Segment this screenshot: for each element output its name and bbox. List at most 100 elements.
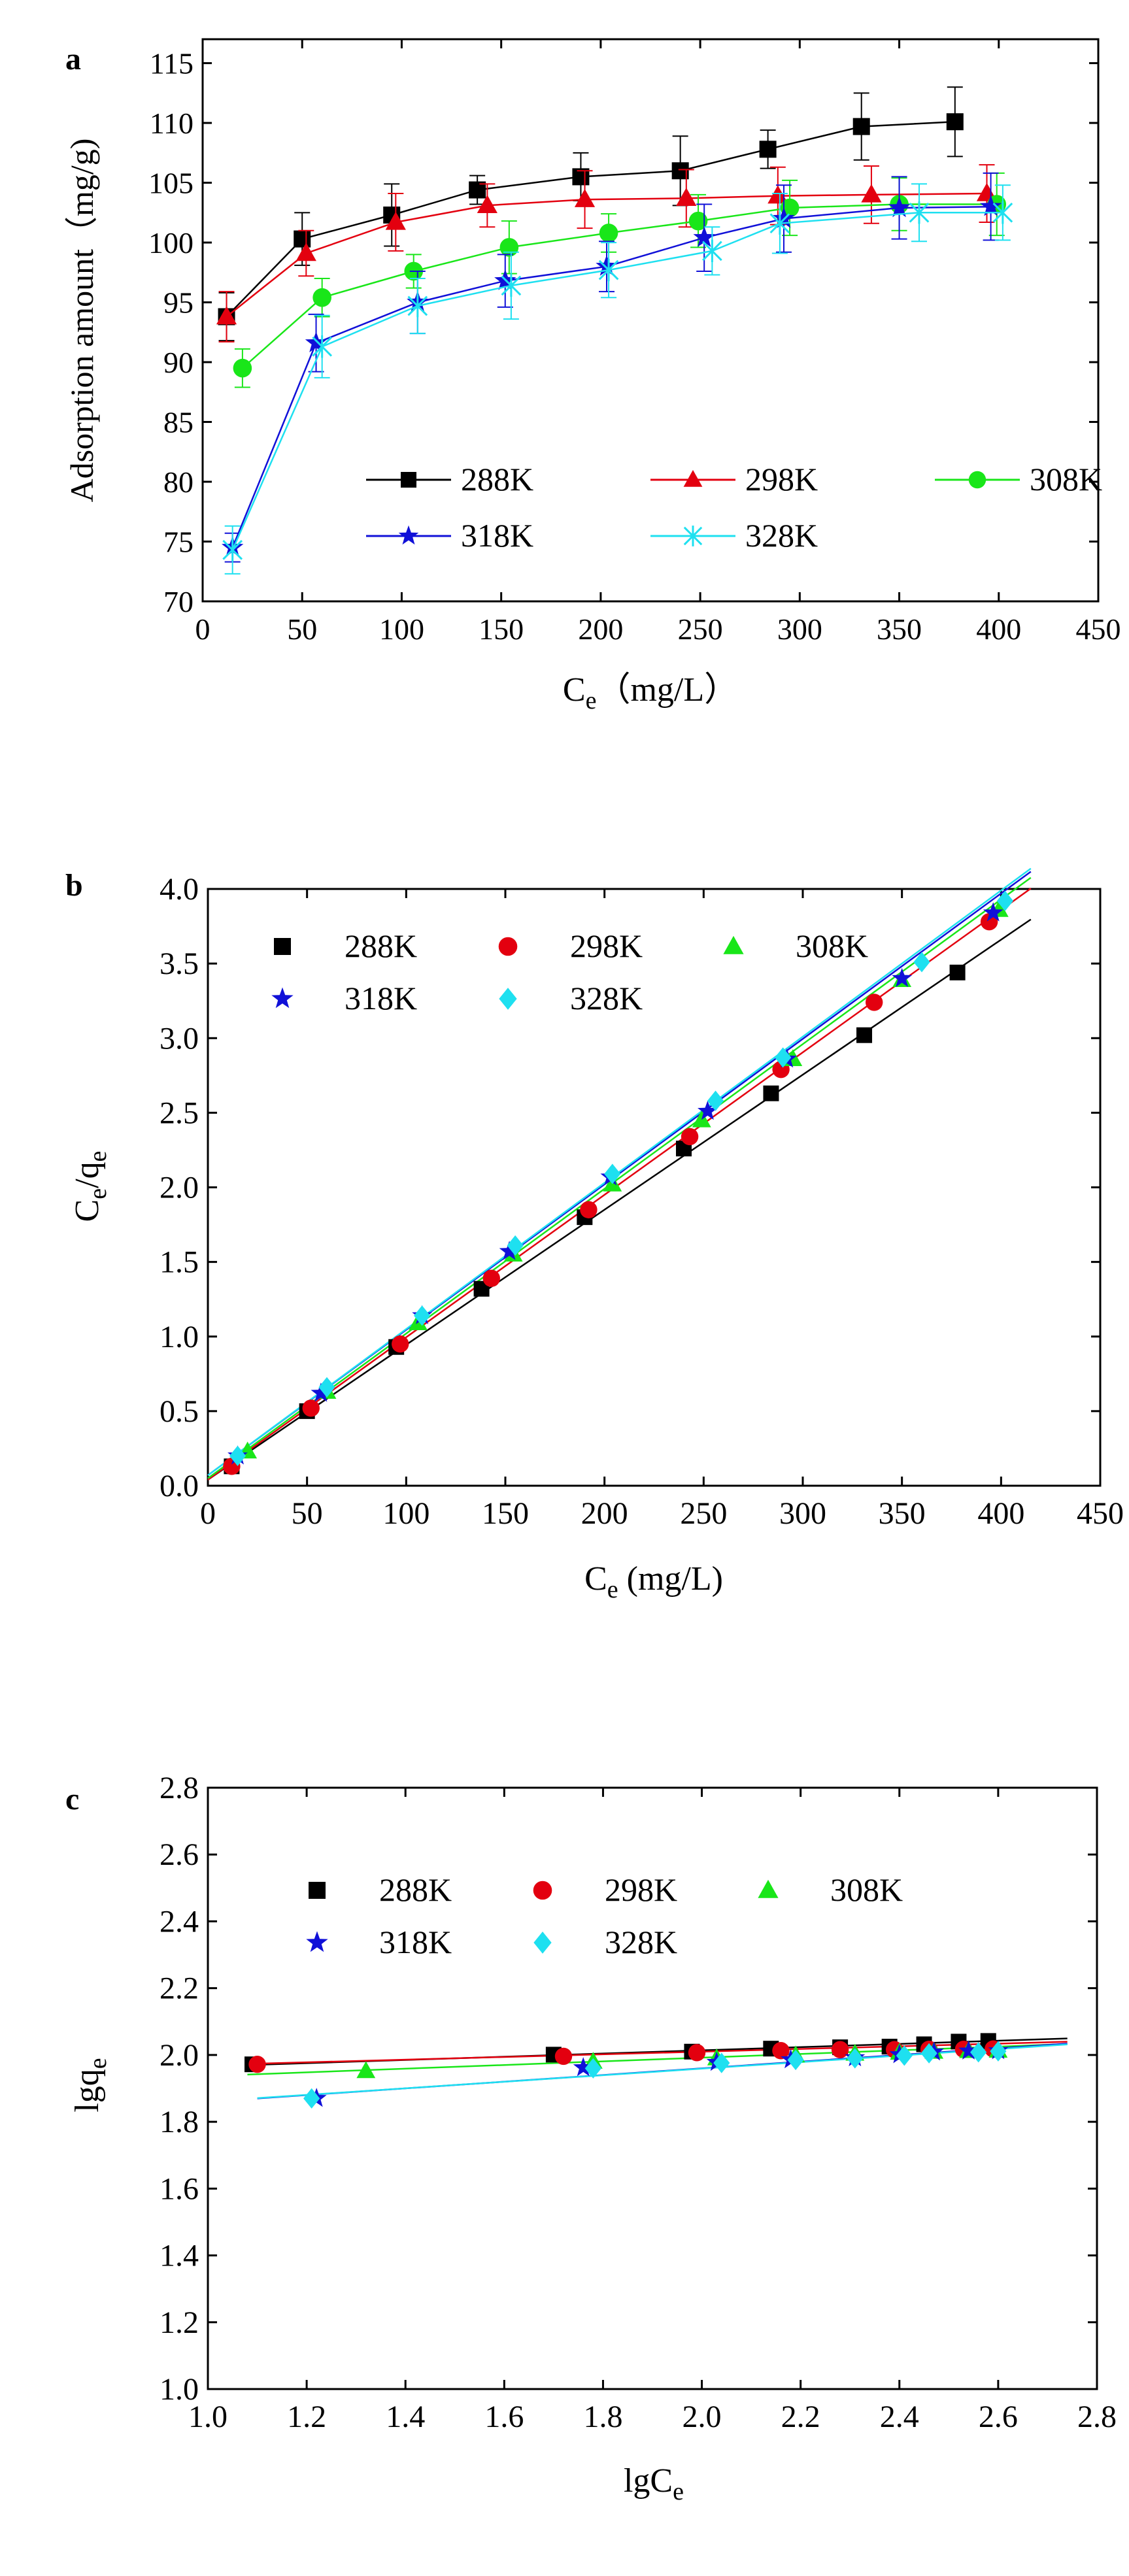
panel-b-xlabel: Ce (mg/L) bbox=[584, 1560, 723, 1603]
panel-c-ytick-label: 2.6 bbox=[160, 1837, 199, 1872]
panel-a-ytick-label: 70 bbox=[163, 585, 194, 618]
panel-a-ytick-label: 85 bbox=[163, 406, 194, 439]
panel-b-xtick-label: 150 bbox=[482, 1496, 529, 1531]
panel-a-xlabel-main: C bbox=[563, 671, 586, 709]
panel-a-ticks: 0 50 100 150 200 250 300 350 400 450 70 75 80 85 90 95 1… bbox=[148, 39, 1121, 646]
panel-c-plot-frame bbox=[207, 1786, 1098, 2390]
panel-a-point bbox=[773, 207, 795, 228]
panel-b-ytick-label: 2.5 bbox=[160, 1096, 199, 1130]
panel-b-xtick-label: 350 bbox=[879, 1496, 926, 1531]
panel-b-xtick-label: 100 bbox=[382, 1496, 430, 1531]
panel-b-ylabel-sub: e bbox=[84, 1188, 112, 1199]
panel-a-label: a bbox=[65, 42, 81, 76]
panel-c: c 1.0 1.2 1.4 1.6 1.8 2.0 2.2 2.4 2.6 2.81.01.21.… bbox=[65, 1771, 1117, 2505]
panel-b-legend-label: 298K bbox=[570, 928, 643, 964]
panel-c-legend-marker bbox=[758, 1879, 779, 1898]
panel-a-point bbox=[702, 239, 722, 263]
panel-c-xtick-label: 1.2 bbox=[287, 2400, 326, 2434]
panel-a-point bbox=[852, 118, 870, 135]
panel-a-legend-label: 308K bbox=[1030, 461, 1102, 497]
panel-c-xlabel-main: lgC bbox=[624, 2462, 673, 2500]
panel-c-point bbox=[303, 2088, 320, 2109]
panel-c-point bbox=[573, 2057, 594, 2077]
panel-a-series-line-318K bbox=[231, 205, 991, 548]
panel-a-legend-label: 288K bbox=[461, 461, 533, 497]
panel-c-ytick-label: 1.0 bbox=[160, 2372, 199, 2407]
panel-c-point bbox=[248, 2056, 266, 2073]
panel-b-point bbox=[414, 1305, 431, 1326]
panel-b-legend-label: 318K bbox=[345, 980, 417, 1016]
panel-c-ytick-label: 1.8 bbox=[160, 2105, 199, 2139]
panel-b-point bbox=[302, 1399, 320, 1417]
panel-a-legend-marker bbox=[683, 470, 703, 487]
panel-c-xtick-label: 2.2 bbox=[781, 2400, 820, 2434]
panel-b-xtick-label: 400 bbox=[977, 1496, 1024, 1531]
panel-a-point bbox=[599, 224, 618, 243]
panel-b-legend-marker bbox=[723, 935, 744, 954]
panel-b: b 0 50 100 150 200 250 300 350 400 450 0.0 0.5 1.0 1.… bbox=[65, 867, 1124, 1603]
panel-b-point bbox=[892, 967, 913, 988]
panel-b-xlabel-sub: e bbox=[607, 1576, 618, 1603]
panel-a-point bbox=[693, 226, 715, 247]
panel-a-xlabel-unit: （mg/L） bbox=[596, 671, 738, 709]
panel-c-legend-label: 328K bbox=[605, 1924, 677, 1960]
panel-a-point bbox=[888, 196, 911, 218]
panel-b-point bbox=[763, 1085, 779, 1101]
panel-a-xtick-label: 350 bbox=[877, 612, 922, 646]
panel-a-series-line-308K bbox=[242, 203, 997, 369]
panel-c-legend-label: 318K bbox=[379, 1924, 452, 1960]
panel-b-legend-marker bbox=[271, 987, 294, 1009]
panel-c-point bbox=[847, 2048, 864, 2069]
panel-a: a 0 50 100 150 200 250 300 350 400 450 70 75 80 85 90 9… bbox=[63, 38, 1121, 714]
panel-c-label: c bbox=[65, 1782, 79, 1816]
panel-a-point bbox=[909, 201, 930, 224]
panel-c-ylabel-main: lgq bbox=[69, 2069, 106, 2112]
panel-c-point bbox=[896, 2045, 913, 2066]
panel-b-point bbox=[580, 1201, 598, 1218]
panel-b-legend-label: 328K bbox=[570, 980, 643, 1016]
panel-a-legend-marker bbox=[401, 472, 416, 488]
panel-c-xtick-label: 2.0 bbox=[682, 2400, 722, 2434]
panel-c-point bbox=[554, 2047, 573, 2066]
panel-c-xtick-label: 1.8 bbox=[583, 2400, 622, 2434]
panel-c-point bbox=[958, 2040, 979, 2060]
panel-c-point bbox=[990, 2041, 1007, 2062]
panel-b-point bbox=[392, 1335, 409, 1353]
panel-a-point bbox=[979, 195, 1002, 216]
panel-b-ytick-label: 1.5 bbox=[160, 1245, 199, 1280]
panel-c-legend-marker bbox=[306, 1931, 328, 1952]
panel-b-point bbox=[318, 1377, 335, 1397]
panel-b-ytick-label: 1.0 bbox=[160, 1320, 199, 1354]
panel-a-point bbox=[861, 184, 882, 203]
panel-c-legend-label: 308K bbox=[830, 1871, 903, 1908]
panel-a-point bbox=[676, 188, 697, 207]
panel-c-xtick-label: 2.8 bbox=[1077, 2400, 1117, 2434]
panel-a-ytick-label: 80 bbox=[163, 465, 194, 499]
panel-c-ytick-label: 2.4 bbox=[160, 1904, 199, 1939]
panel-a-point bbox=[574, 188, 596, 207]
panel-b-point bbox=[996, 890, 1013, 911]
panel-c-xtick-label: 2.6 bbox=[979, 2400, 1018, 2434]
panel-b-xtick-label: 50 bbox=[292, 1496, 323, 1531]
panel-b-ylabel-sub2: e bbox=[84, 1151, 112, 1162]
panel-b-point bbox=[856, 1027, 873, 1043]
panel-b-ylabel-main: C bbox=[69, 1199, 106, 1222]
panel-a-xtick-label: 400 bbox=[976, 612, 1021, 646]
panel-b-point bbox=[482, 1269, 500, 1287]
panel-a-point bbox=[759, 141, 777, 158]
panel-c-ytick-label: 2.8 bbox=[160, 1771, 199, 1805]
panel-a-point bbox=[294, 230, 311, 248]
panel-a-xtick-label: 250 bbox=[678, 612, 723, 646]
panel-b-xlabel-main: C bbox=[584, 1560, 607, 1597]
panel-b-point bbox=[499, 1241, 520, 1260]
panel-b-ylabel-mid: /q bbox=[69, 1162, 106, 1188]
panel-b-legend-label: 288K bbox=[345, 928, 417, 964]
panel-c-point bbox=[772, 2042, 790, 2060]
panel-a-legend: 288K 298K 308K 318K 328K bbox=[366, 461, 1102, 554]
panel-b-point bbox=[866, 994, 883, 1011]
panel-b-ytick-label: 0.5 bbox=[160, 1394, 199, 1429]
panel-b-point bbox=[980, 913, 998, 931]
panel-a-xlabel-sub: e bbox=[586, 687, 597, 714]
panel-c-ylabel: lgqe bbox=[69, 2058, 112, 2112]
